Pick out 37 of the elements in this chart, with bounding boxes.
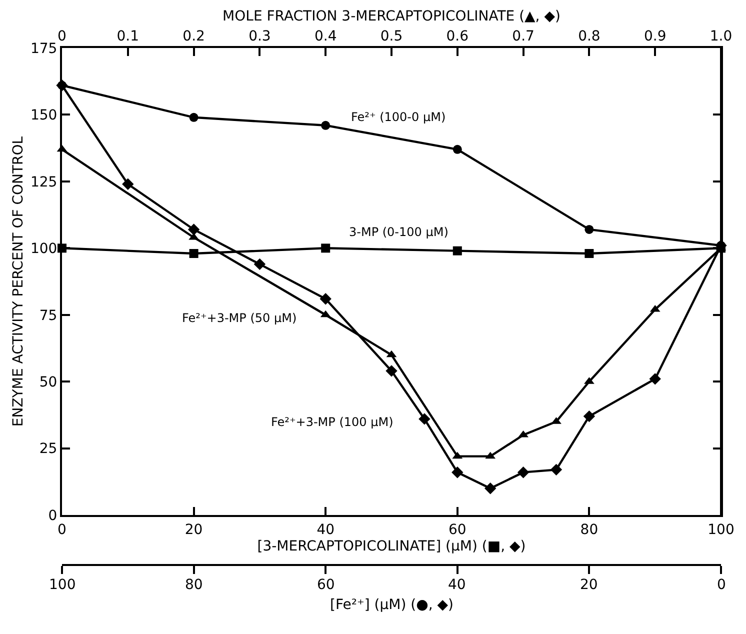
y-tick-label: 125	[30, 174, 58, 190]
annotation: Fe²⁺+3-MP (50 µM)	[182, 311, 297, 325]
x2-axis-title: MOLE FRACTION 3-MERCAPTOPICOLINATE (▲, ◆)	[222, 8, 560, 24]
text: [Fe²⁺] (µM) (●, ◆)	[330, 597, 454, 613]
x2-tick-label: 1.0	[710, 28, 732, 44]
x2-tick-label: 0.2	[182, 28, 205, 44]
text: 80	[185, 577, 203, 593]
x2-tick-label: 0.6	[446, 28, 469, 44]
text: 100	[49, 577, 76, 593]
x2-tick-label: 0.3	[248, 28, 271, 44]
x-tick-label: 40	[316, 522, 335, 538]
y-tick-label: 50	[39, 374, 58, 390]
x2-tick-label: 0.7	[512, 28, 534, 44]
text: 40	[448, 577, 466, 593]
y-tick-label: 150	[30, 108, 58, 124]
y-tick-label: 175	[30, 40, 58, 57]
y-tick-label: 100	[30, 241, 58, 258]
x-tick-label: 100	[708, 522, 734, 538]
text: 0	[717, 577, 726, 593]
x-axis-title: [3-MERCAPTOPICOLINATE] (µM) (■, ◆)	[257, 538, 526, 555]
y-axis-title: ENZYME ACTIVITY PERCENT OF CONTROL	[10, 136, 27, 427]
x-tick-label: 80	[580, 522, 598, 538]
text: 60	[317, 577, 335, 593]
y-tick-label: 75	[39, 308, 58, 324]
text: 20	[580, 577, 598, 593]
x-tick-label: 20	[184, 522, 203, 538]
x2-tick-label: 0.8	[578, 28, 600, 44]
y-tick-label: 25	[39, 441, 58, 458]
annotation: Fe²⁺ (100-0 µM)	[351, 110, 446, 124]
x2-tick-label: 0.1	[116, 28, 140, 44]
x2-tick-label: 0.4	[314, 28, 337, 44]
y-tick-label: 0	[48, 508, 58, 524]
annotation: 3-MP (0-100 µM)	[349, 225, 448, 239]
x-tick-label: 60	[448, 522, 466, 538]
x2-tick-label: 0.5	[380, 28, 403, 44]
x2-tick-label: 0.9	[644, 28, 666, 44]
annotation: Fe²⁺+3-MP (100 µM)	[271, 415, 394, 429]
